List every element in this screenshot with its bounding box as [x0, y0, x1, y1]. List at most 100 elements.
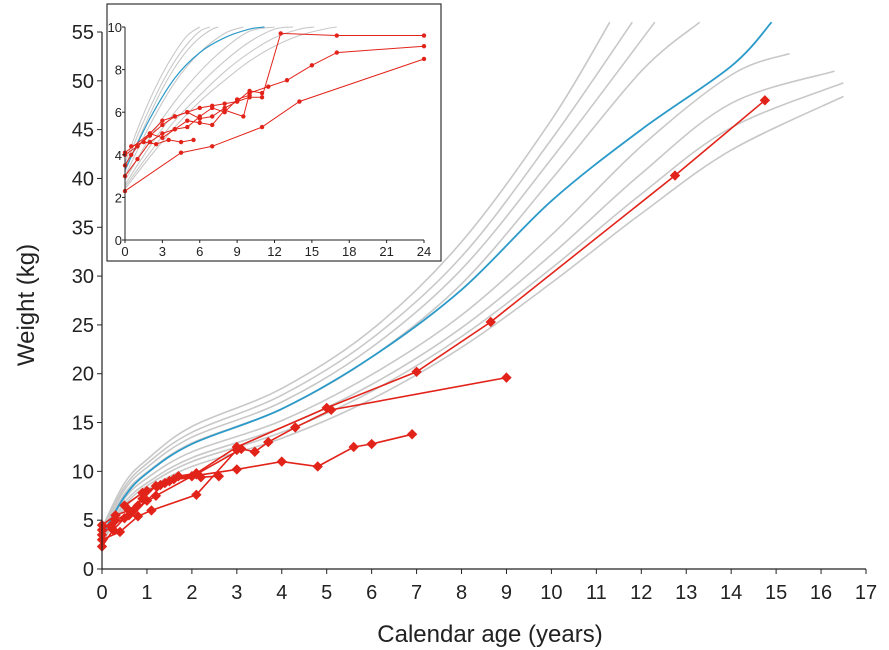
data-point	[485, 316, 496, 328]
y-tick-label: 10	[72, 461, 94, 483]
x-tick-label: 11	[586, 582, 607, 604]
y-tick-label: 6	[115, 105, 122, 120]
patient-line	[124, 58, 425, 192]
y-axis-title: Weight (kg)	[13, 244, 40, 366]
patient-series	[96, 444, 243, 545]
data-point	[172, 114, 178, 119]
data-point	[210, 105, 215, 111]
data-point	[278, 31, 283, 36]
data-point	[114, 526, 126, 538]
inset-median-curve	[124, 26, 265, 170]
data-point	[141, 139, 146, 145]
x-tick-label: 6	[366, 582, 377, 604]
reference-curve	[101, 70, 835, 540]
reference-curve	[124, 26, 201, 164]
data-point	[110, 510, 121, 521]
x-tick-label: 2	[186, 582, 197, 604]
data-point	[173, 471, 184, 482]
data-point	[160, 122, 165, 128]
y-tick-label: 40	[72, 168, 94, 190]
data-point	[197, 105, 202, 111]
x-tick-label: 12	[267, 244, 281, 259]
reference-curve	[124, 26, 244, 177]
data-point	[231, 464, 243, 475]
data-point	[759, 95, 771, 106]
x-tick-label: 3	[231, 582, 242, 604]
data-point	[150, 490, 162, 501]
data-point	[366, 438, 377, 450]
y-tick-label: 2	[115, 190, 122, 205]
x-tick-label: 9	[234, 244, 241, 259]
data-point	[166, 137, 171, 143]
x-tick-label: 0	[96, 582, 107, 604]
data-point	[185, 124, 190, 130]
x-tick-label: 6	[196, 244, 203, 259]
data-point	[222, 110, 227, 115]
data-point	[191, 137, 196, 143]
data-point	[197, 114, 202, 119]
x-tick-label: 12	[630, 582, 652, 604]
data-point	[210, 144, 215, 149]
data-point	[213, 471, 225, 482]
y-tick-label: 10	[108, 20, 122, 35]
x-tick-label: 5	[321, 582, 332, 604]
data-point	[185, 110, 190, 115]
data-point	[263, 436, 274, 448]
data-point	[284, 78, 290, 83]
data-point	[326, 404, 337, 416]
reference-curve	[101, 21, 656, 533]
data-point	[132, 511, 144, 522]
data-point	[241, 114, 246, 119]
reference-curve	[101, 21, 611, 529]
data-point	[312, 461, 323, 472]
median-curve	[101, 21, 773, 537]
x-tick-label: 13	[675, 582, 697, 604]
x-tick-label: 3	[159, 244, 166, 259]
data-point	[105, 520, 117, 532]
x-axis-title: Calendar age (years)	[377, 621, 602, 648]
main-axes: 0 1 2 3 4 5 6 7 8 9 10 11 12 13 14 15 16 1705101520253035…	[72, 22, 877, 604]
x-tick-label: 4	[276, 582, 287, 604]
x-tick-label: 24	[417, 244, 431, 259]
data-point	[210, 122, 215, 128]
data-point	[421, 43, 427, 49]
data-point	[290, 422, 301, 433]
y-tick-label: 0	[83, 559, 94, 581]
x-tick-label: 14	[720, 582, 742, 604]
data-point	[669, 170, 681, 181]
y-tick-label: 35	[72, 217, 94, 239]
data-point	[191, 489, 202, 500]
y-tick-label: 5	[83, 510, 94, 532]
data-point	[234, 97, 240, 102]
data-point	[249, 446, 260, 458]
data-point	[172, 127, 178, 132]
data-point	[210, 114, 215, 119]
data-point	[132, 500, 144, 511]
x-tick-label: 0	[121, 244, 128, 259]
y-tick-label: 15	[72, 413, 94, 435]
data-point	[160, 135, 165, 140]
data-point	[178, 150, 184, 155]
x-tick-label: 21	[379, 244, 393, 259]
patient-series	[119, 468, 202, 511]
data-point	[197, 120, 202, 126]
data-point	[259, 95, 265, 100]
data-point	[222, 101, 227, 106]
patient-line	[101, 376, 507, 536]
data-point	[137, 487, 148, 499]
reference-curve	[124, 26, 219, 173]
data-point	[147, 131, 153, 136]
y-tick-label: 30	[72, 266, 94, 288]
y-tick-label: 25	[72, 315, 94, 337]
data-point	[259, 90, 265, 96]
data-point	[129, 152, 134, 157]
data-point	[276, 456, 287, 467]
x-tick-label: 1	[141, 582, 152, 604]
y-tick-label: 55	[72, 22, 94, 44]
data-point	[135, 156, 140, 162]
patient-series	[96, 429, 418, 536]
data-point	[146, 505, 157, 516]
